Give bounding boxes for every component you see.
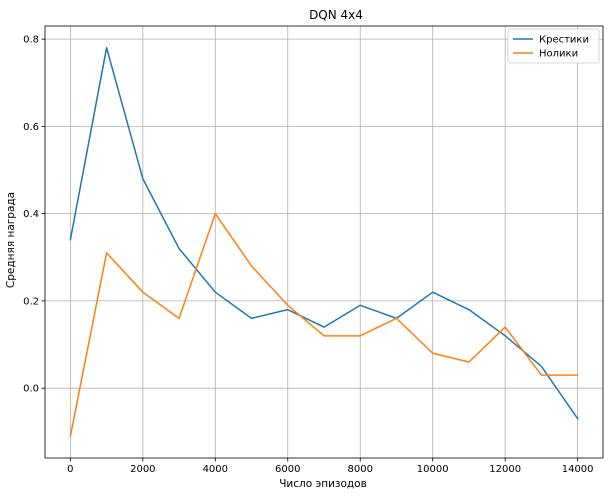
y-tick-label: 0.8 (23, 35, 39, 46)
plot-frame (44, 25, 604, 459)
legend-label: Нолики (539, 49, 578, 60)
legend-box (507, 28, 600, 64)
legend: Крестики Нолики (507, 28, 600, 64)
series-layer (69, 47, 579, 437)
x-tick-label: 2000 (130, 464, 155, 475)
y-tick-label: 0.4 (23, 209, 39, 220)
y-tick-label: 0.2 (23, 296, 39, 307)
series-line-2 (69, 212, 579, 437)
x-tick-label: 6000 (275, 464, 300, 475)
y-tick-label: 0.6 (23, 122, 39, 133)
ticks: 0 2000 4000 6000 8000 10000 12000 14000 0.0 0.2 0.… (23, 35, 593, 475)
y-axis-label: Средняя награда (5, 192, 17, 288)
y-tick-label: 0.0 (23, 384, 39, 395)
x-tick-label: 12000 (489, 464, 521, 475)
x-axis-label: Число эпизодов (279, 478, 367, 490)
plot-background (45, 26, 603, 458)
x-tick-label: 10000 (417, 464, 449, 475)
series-line-1 (69, 47, 579, 420)
x-tick-label: 0 (67, 464, 73, 475)
x-tick-label: 4000 (203, 464, 228, 475)
x-tick-label: 8000 (348, 464, 373, 475)
legend-label: Крестики (539, 35, 589, 46)
x-tick-label: 14000 (562, 464, 594, 475)
chart-title: DQN 4x4 (309, 8, 363, 22)
